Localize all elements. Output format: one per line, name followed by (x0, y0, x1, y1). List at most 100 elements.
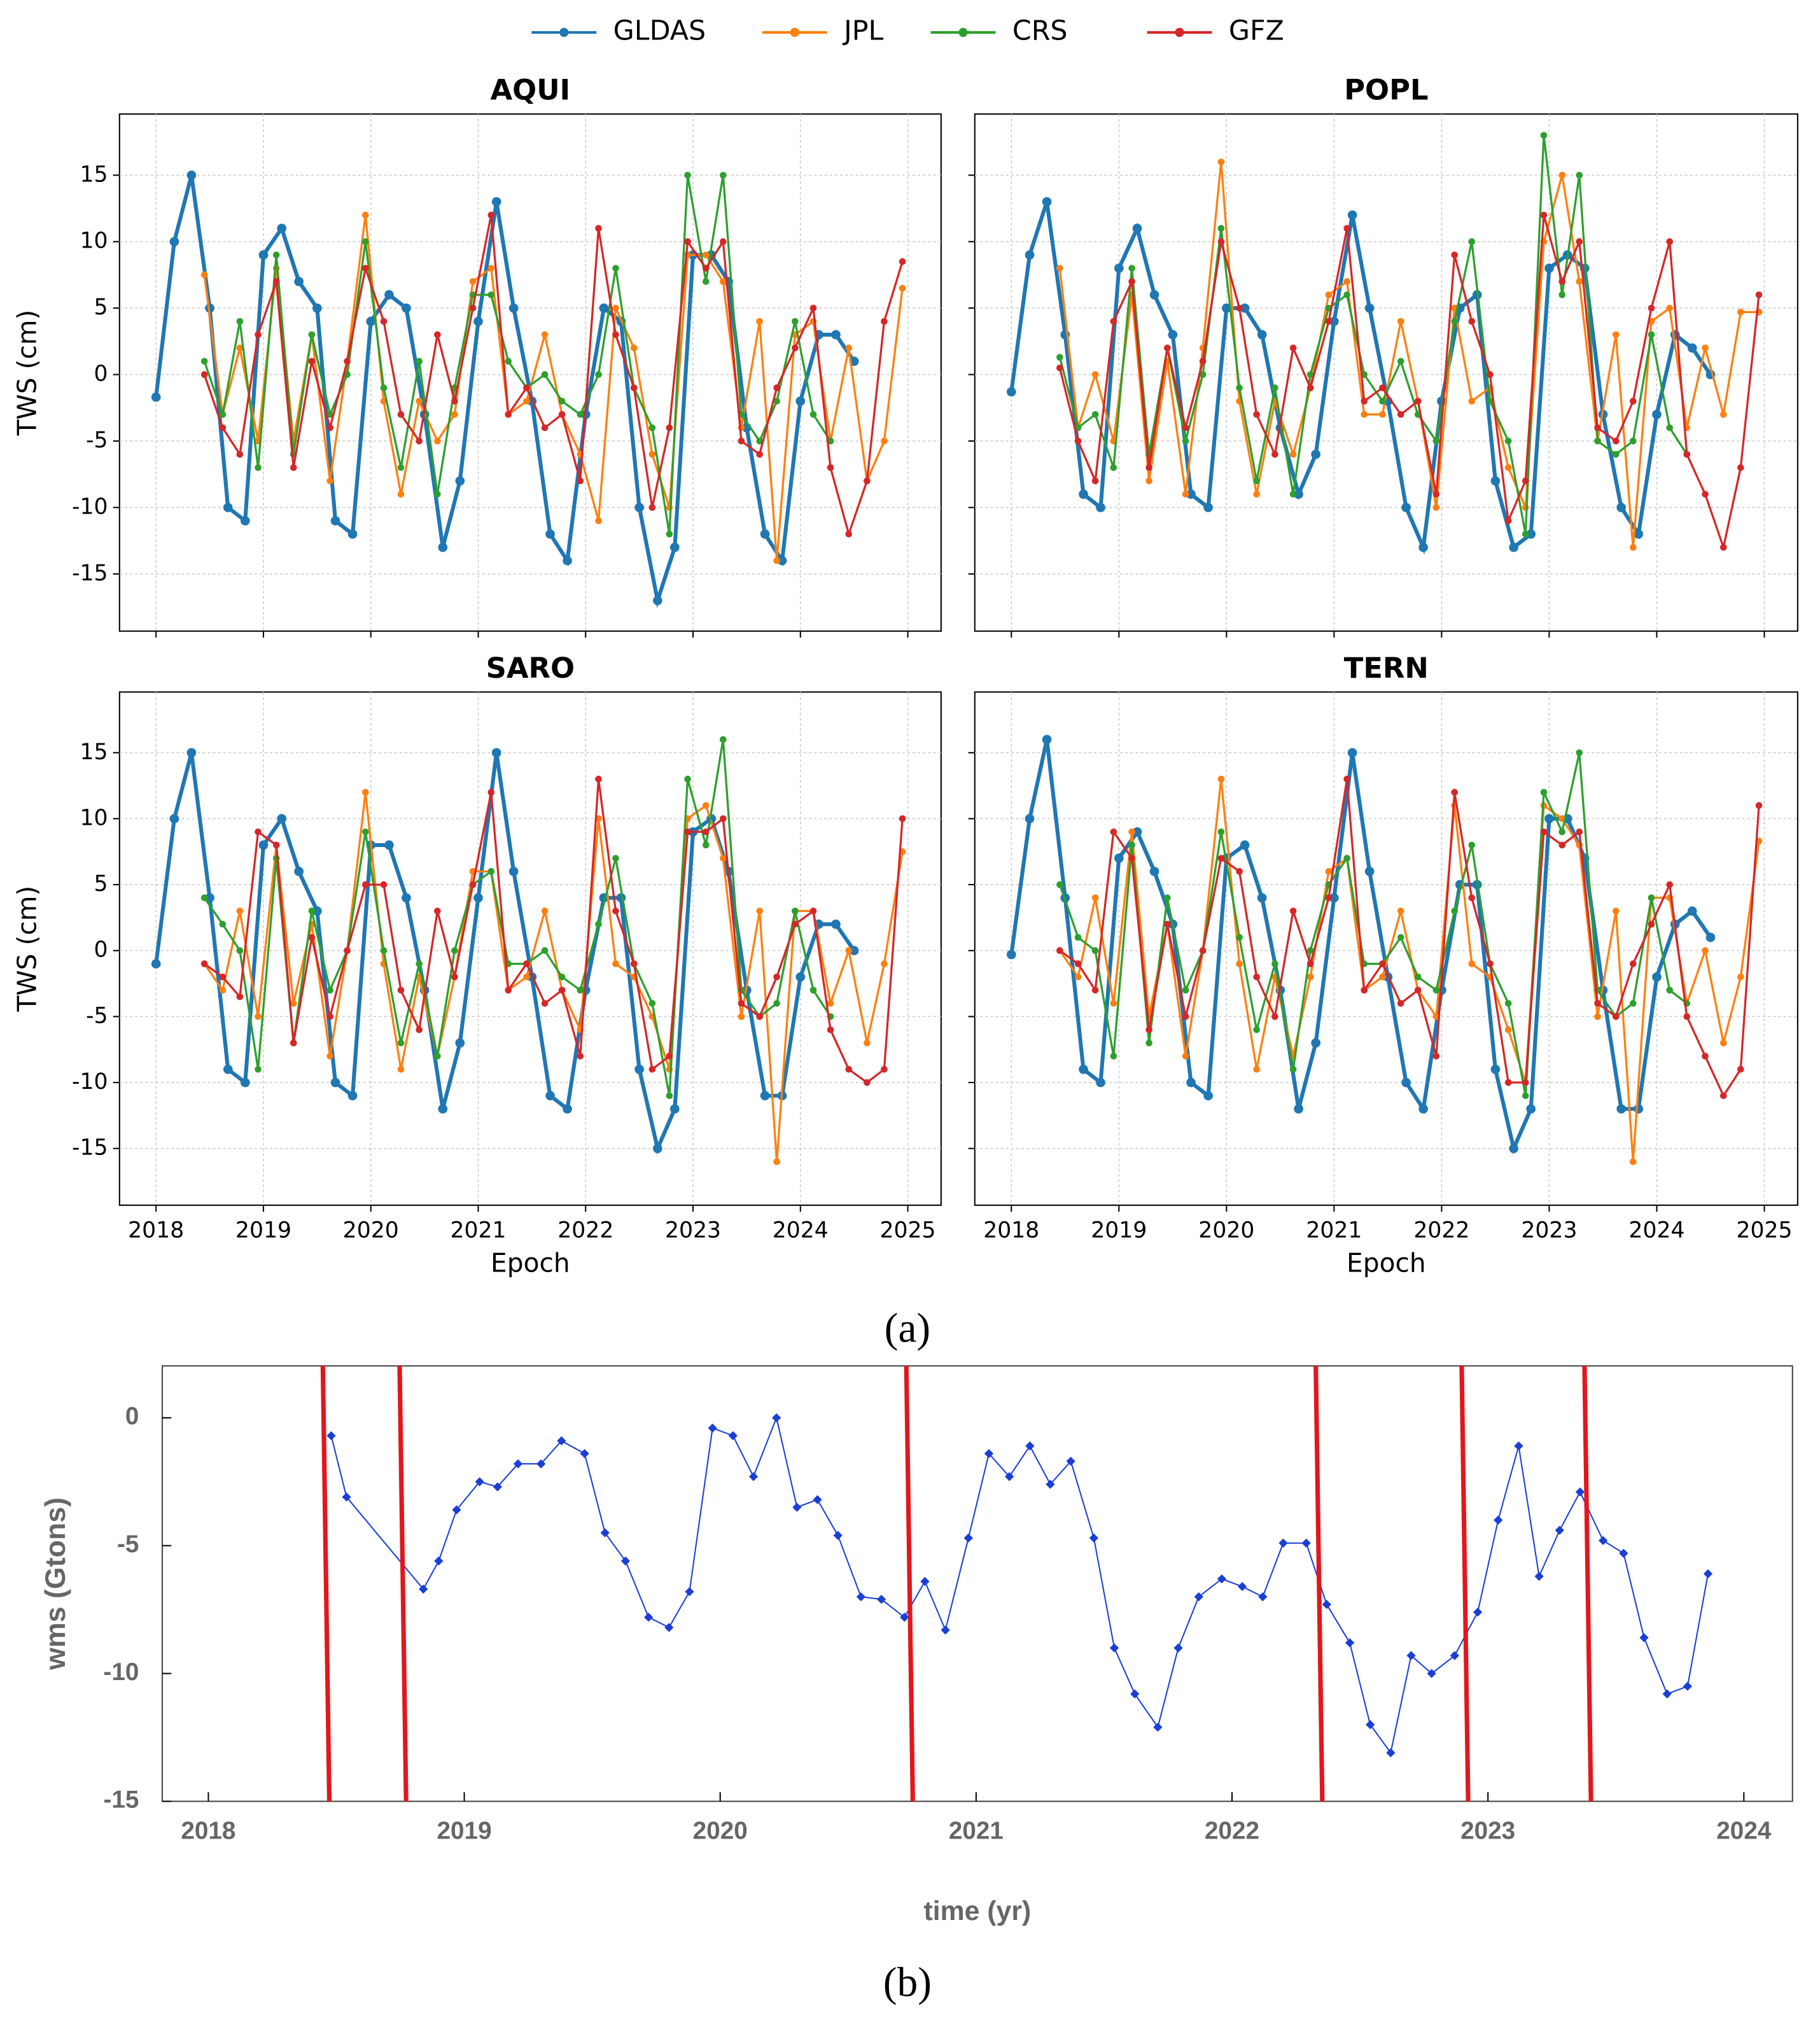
data-point (1509, 542, 1518, 552)
data-point (1149, 290, 1159, 300)
data-point (416, 358, 423, 365)
data-point (1737, 1065, 1744, 1073)
data-point (277, 223, 286, 234)
legend-marker (790, 27, 799, 38)
data-point (200, 960, 208, 967)
data-point (344, 358, 351, 365)
data-point (1325, 291, 1333, 298)
data-point (620, 1556, 631, 1566)
x-tick-label: 2021 (949, 1818, 1004, 1845)
y-tick-label: -15 (103, 1786, 139, 1814)
data-point (1149, 867, 1159, 876)
data-point (290, 1039, 297, 1047)
data-point (1164, 894, 1171, 902)
data-point (1652, 409, 1662, 419)
data-point (653, 1144, 662, 1153)
data-point (255, 331, 262, 339)
data-point (702, 828, 710, 836)
data-point (169, 237, 179, 247)
data-point (326, 1013, 333, 1020)
data-point (1737, 309, 1744, 316)
x-axis-label: Epoch (491, 1247, 570, 1278)
data-point (864, 477, 871, 484)
data-point (1236, 868, 1243, 875)
data-point (1719, 1092, 1727, 1100)
data-point (1397, 410, 1404, 418)
data-point (1114, 263, 1124, 273)
data-point (1401, 1077, 1411, 1088)
data-point (1639, 1633, 1649, 1643)
data-point (1217, 225, 1225, 232)
data-point (1619, 1548, 1628, 1558)
data-point (1257, 330, 1267, 340)
data-point (1347, 748, 1357, 758)
data-point (845, 947, 853, 955)
data-point (1612, 1013, 1620, 1020)
y-tick-label: 5 (94, 295, 108, 320)
data-point (330, 516, 340, 526)
data-point (541, 424, 549, 431)
data-point (1666, 304, 1674, 312)
data-point (487, 265, 495, 272)
data-point (219, 410, 227, 418)
data-point (169, 814, 179, 823)
data-point (1612, 451, 1620, 458)
data-point (1343, 855, 1350, 862)
data-point (1311, 1038, 1320, 1048)
data-point (580, 1448, 589, 1459)
data-point (491, 748, 501, 758)
data-point (1079, 1064, 1088, 1074)
data-point (666, 1092, 673, 1100)
data-point (719, 238, 727, 246)
data-point (397, 491, 405, 498)
data-point (1096, 1077, 1105, 1088)
data-point (223, 1064, 233, 1074)
data-point (685, 1587, 694, 1597)
data-point (881, 318, 888, 325)
data-point (634, 1064, 644, 1074)
data-point (308, 331, 316, 339)
data-point (1128, 841, 1135, 849)
data-point (1629, 398, 1637, 405)
data-point (451, 973, 458, 981)
data-point (1194, 1592, 1203, 1602)
data-point (1450, 1651, 1460, 1660)
data-point (1042, 197, 1052, 207)
data-point (1558, 171, 1566, 179)
data-point (795, 396, 806, 406)
data-point (792, 318, 799, 325)
data-point (1666, 424, 1674, 431)
data-point (1182, 437, 1189, 445)
series-line (1058, 162, 1760, 548)
data-point (151, 392, 161, 402)
data-point (272, 841, 280, 849)
data-point (577, 410, 584, 418)
data-point (1612, 437, 1620, 445)
data-point (1737, 464, 1744, 472)
data-point (1164, 920, 1171, 928)
data-point (1006, 387, 1016, 397)
data-point (236, 318, 244, 325)
data-point (219, 973, 227, 981)
data-point (1025, 250, 1035, 260)
data-point (1271, 451, 1278, 458)
y-tick-label: -5 (117, 1531, 139, 1558)
data-point (1616, 1104, 1627, 1114)
data-point (1397, 934, 1404, 941)
data-point (326, 986, 333, 994)
data-point (416, 960, 423, 967)
data-point (455, 1038, 465, 1048)
data-point (1306, 973, 1314, 981)
data-point (362, 238, 369, 246)
data-point (1306, 371, 1314, 378)
data-point (1648, 331, 1655, 339)
data-point (1629, 437, 1637, 445)
data-point (1594, 424, 1601, 431)
data-point (1504, 1026, 1512, 1034)
data-point (1199, 371, 1207, 378)
data-point (487, 291, 495, 298)
data-point (792, 344, 799, 352)
data-point (434, 331, 441, 339)
data-point (1514, 1441, 1523, 1451)
data-point (558, 973, 566, 981)
